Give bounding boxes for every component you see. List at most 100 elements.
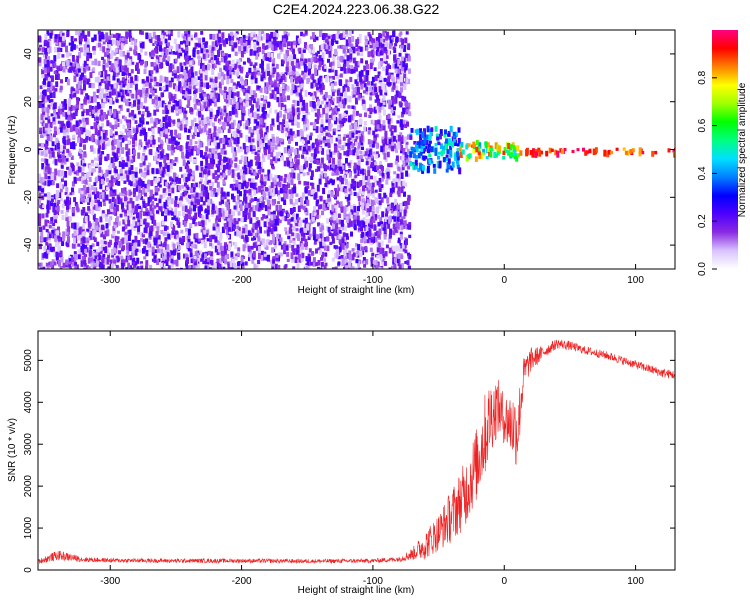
heatmap-cell bbox=[375, 142, 379, 149]
heatmap-cell bbox=[343, 249, 346, 256]
heatmap-cell bbox=[235, 141, 239, 147]
heatmap-cell bbox=[314, 147, 318, 151]
heatmap-cell bbox=[53, 209, 57, 216]
heatmap-cell bbox=[249, 36, 253, 41]
heatmap-cell bbox=[330, 210, 334, 215]
heatmap-cell bbox=[133, 183, 137, 187]
heatmap-cell bbox=[43, 167, 47, 175]
heatmap-cell bbox=[243, 103, 246, 109]
heatmap-cell bbox=[155, 55, 159, 59]
heatmap-cell bbox=[315, 36, 319, 41]
heatmap-cell bbox=[284, 72, 288, 76]
heatmap-cell bbox=[128, 130, 132, 137]
heatmap-cell bbox=[54, 114, 58, 119]
heatmap-cell bbox=[80, 248, 84, 253]
heatmap-cell bbox=[59, 85, 63, 90]
heatmap-cell bbox=[294, 256, 298, 263]
heatmap-cell bbox=[355, 87, 358, 93]
heatmap-cell bbox=[169, 129, 173, 137]
heatmap-cell bbox=[128, 245, 132, 252]
heatmap-cell bbox=[263, 45, 267, 50]
heatmap-cell bbox=[95, 123, 99, 131]
heatmap-cell bbox=[265, 239, 269, 245]
heatmap-cell bbox=[250, 168, 254, 173]
heatmap-cell bbox=[371, 76, 375, 83]
heatmap-cell bbox=[166, 244, 170, 252]
heatmap-cell bbox=[86, 39, 90, 45]
heatmap-cell bbox=[400, 65, 404, 72]
heatmap-cell bbox=[48, 40, 52, 47]
heatmap-cell bbox=[233, 147, 236, 153]
heatmap-cell bbox=[338, 246, 342, 253]
heatmap-cell bbox=[57, 169, 61, 177]
heatmap-cell bbox=[153, 237, 157, 243]
heatmap-cell bbox=[220, 148, 224, 155]
heatmap-cell bbox=[123, 80, 127, 86]
heatmap-cell bbox=[71, 207, 75, 213]
heatmap-cell bbox=[92, 109, 96, 114]
heatmap-cell bbox=[151, 168, 155, 173]
heatmap-cell bbox=[281, 59, 285, 64]
heatmap-cell bbox=[178, 237, 182, 244]
heatmap-cell bbox=[404, 42, 408, 48]
heatmap-cell bbox=[163, 156, 167, 164]
heatmap-cell bbox=[188, 95, 192, 101]
heatmap-cell bbox=[297, 173, 301, 181]
heatmap-cell bbox=[91, 37, 95, 43]
heatmap-cell bbox=[332, 222, 335, 229]
heatmap-cell bbox=[185, 184, 189, 189]
heatmap-cell bbox=[304, 187, 308, 194]
heatmap-cell bbox=[390, 206, 394, 214]
heatmap-cell bbox=[252, 250, 256, 258]
heatmap-cell bbox=[356, 73, 360, 81]
heatmap-cell bbox=[258, 202, 262, 209]
heatmap-cell bbox=[70, 142, 73, 149]
heatmap-cell bbox=[269, 259, 273, 264]
heatmap-cell bbox=[331, 237, 335, 244]
heatmap-cell bbox=[225, 202, 229, 206]
heatmap-cell bbox=[202, 234, 206, 240]
heatmap-cell bbox=[49, 32, 53, 39]
heatmap-cell bbox=[51, 226, 55, 231]
heatmap-cell bbox=[251, 198, 255, 202]
heatmap-cell bbox=[86, 108, 89, 116]
heatmap-cell bbox=[197, 258, 201, 262]
heatmap-cell bbox=[334, 252, 337, 259]
heatmap-cell bbox=[127, 210, 131, 214]
heatmap-cell bbox=[259, 102, 263, 109]
heatmap-cell bbox=[270, 160, 274, 165]
heatmap-cell bbox=[140, 218, 144, 225]
heatmap-cell bbox=[270, 217, 274, 224]
heatmap-cell bbox=[339, 201, 343, 207]
heatmap-cell bbox=[122, 219, 126, 225]
heatmap-cell bbox=[274, 79, 278, 84]
heatmap-cell bbox=[365, 232, 369, 236]
heatmap-cell bbox=[119, 88, 123, 93]
heatmap-cell bbox=[265, 57, 269, 61]
heatmap-cell bbox=[125, 258, 129, 263]
heatmap-cell bbox=[309, 92, 313, 97]
heatmap-cell bbox=[374, 237, 378, 243]
heatmap-cell bbox=[352, 46, 356, 54]
heatmap-cell bbox=[124, 224, 128, 230]
heatmap-cell bbox=[242, 88, 246, 93]
heatmap-cell bbox=[290, 89, 294, 96]
heatmap-cell bbox=[146, 214, 150, 219]
heatmap-cell bbox=[182, 177, 186, 182]
heatmap-cell bbox=[136, 266, 140, 269]
heatmap-cell bbox=[242, 142, 246, 150]
heatmap-cell bbox=[201, 215, 205, 223]
heatmap-cell bbox=[200, 225, 204, 231]
heatmap-cell bbox=[139, 238, 143, 242]
heatmap-cell bbox=[354, 266, 358, 269]
heatmap-cell bbox=[55, 81, 59, 88]
heatmap-cell bbox=[232, 195, 236, 203]
heatmap-cell bbox=[366, 195, 370, 202]
heatmap-cell bbox=[331, 233, 335, 239]
heatmap-cell bbox=[367, 32, 371, 36]
heatmap-cell bbox=[401, 220, 405, 228]
heatmap-cell bbox=[348, 255, 352, 260]
heatmap-cell bbox=[296, 233, 300, 238]
heatmap-cell bbox=[307, 256, 311, 263]
heatmap-cell bbox=[282, 119, 286, 124]
